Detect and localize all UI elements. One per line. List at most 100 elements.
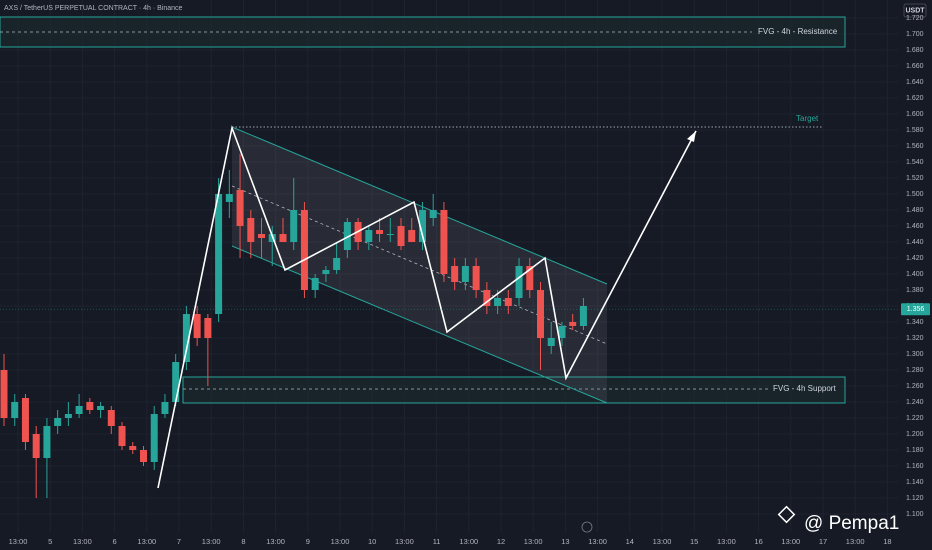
grid [0, 0, 898, 532]
candle-body [97, 406, 105, 410]
y-tick-label: 1.640 [906, 79, 924, 86]
y-tick-label: 1.260 [906, 383, 924, 390]
y-tick-label: 1.300 [906, 351, 924, 358]
candle-body [247, 218, 255, 242]
candle-body [225, 194, 233, 202]
y-tick-label: 1.240 [906, 399, 924, 406]
x-tick-label: 13:00 [524, 537, 543, 546]
candle-body [54, 418, 62, 426]
x-tick-label: 13:00 [781, 537, 800, 546]
candle-body [118, 426, 126, 446]
y-tick-label: 1.420 [906, 255, 924, 262]
currency: USDT [905, 7, 925, 14]
y-tick-label: 1.720 [906, 15, 924, 22]
candle-body [11, 402, 19, 418]
candle-body [0, 370, 8, 418]
candle-body [279, 234, 287, 242]
y-tick-label: 1.160 [906, 463, 924, 470]
y-tick-label: 1.340 [906, 319, 924, 326]
x-tick-label: 11 [433, 537, 441, 546]
candle-body [537, 290, 544, 338]
y-tick-label: 1.660 [906, 63, 924, 70]
last-price-label: 1.356 [907, 306, 925, 313]
x-tick-label: 6 [113, 537, 117, 546]
watermark-text: @ Pempa1 [804, 513, 899, 534]
candle-body [236, 190, 244, 226]
candle-body [311, 278, 319, 290]
projection-path [157, 125, 697, 489]
y-tick-label: 1.200 [906, 431, 924, 438]
candle-body [365, 230, 373, 242]
watermark: @ Pempa1 [777, 505, 899, 534]
candle-body [397, 226, 405, 246]
candle-body [172, 362, 180, 402]
candle-body [451, 266, 459, 282]
x-tick-label: 13:00 [202, 537, 221, 546]
x-tick-label: 13:00 [588, 537, 607, 546]
x-tick-label: 13:00 [846, 537, 865, 546]
candle-body [215, 194, 223, 314]
candle-body [258, 234, 266, 238]
y-tick-label: 1.220 [906, 415, 924, 422]
x-tick-label: 13:00 [9, 537, 28, 546]
x-tick-label: 13:00 [73, 537, 92, 546]
candle-body [290, 210, 298, 242]
candle-body [43, 426, 51, 458]
x-tick-label: 9 [306, 537, 310, 546]
y-tick-label: 1.500 [906, 191, 924, 198]
x-tick-label: 14 [626, 537, 634, 546]
x-tick-label: 18 [883, 537, 891, 546]
candle-body [322, 270, 330, 274]
y-tick-label: 1.600 [906, 111, 924, 118]
y-tick-label: 1.320 [906, 335, 924, 342]
candle-body [300, 210, 308, 290]
x-axis: 13:00 5 13:00 6 13:00 7 13:00 8 13:00 9 13:00 10 13:… [9, 537, 892, 546]
candle-body [204, 318, 212, 338]
x-tick-label: 16 [754, 537, 762, 546]
candle-body [494, 298, 502, 306]
candle-body [139, 450, 147, 462]
x-tick-label: 8 [241, 537, 245, 546]
candle-body [569, 322, 577, 326]
resistance-label: FVG - 4h - Resistance [758, 27, 838, 36]
x-tick-label: 13:00 [459, 537, 478, 546]
candle-body [461, 266, 469, 282]
candle-body [483, 290, 491, 306]
y-tick-label: 1.540 [906, 159, 924, 166]
projection-arrowhead [687, 131, 696, 142]
candle-body [472, 266, 480, 290]
replay-icon [581, 521, 593, 533]
x-tick-label: 13 [561, 537, 569, 546]
support-zone [182, 376, 846, 404]
candle-body [515, 266, 523, 298]
y-tick-label: 1.400 [906, 271, 924, 278]
y-tick-label: 1.620 [906, 95, 924, 102]
candle-body [440, 210, 448, 274]
channel-bottom [231, 245, 608, 404]
x-tick-label: 13:00 [137, 537, 156, 546]
candle-body [418, 210, 426, 242]
x-tick-label: 13:00 [266, 537, 285, 546]
y-tick-label: 1.480 [906, 207, 924, 214]
last-price-box [901, 303, 930, 316]
candle-body [504, 298, 512, 306]
candle-body [193, 314, 201, 338]
candle-body [579, 306, 587, 326]
x-tick-label: 13:00 [331, 537, 350, 546]
chart-header: AXS / TetherUS PERPETUAL CONTRACT · 4h ·… [4, 5, 183, 12]
candle-body [129, 446, 137, 450]
price-axis [898, 0, 932, 550]
x-tick-label: 13:00 [653, 537, 672, 546]
candle-body [21, 398, 29, 442]
y-tick-label: 1.100 [906, 511, 924, 518]
target-label: Target [796, 114, 819, 123]
candle-body [75, 406, 83, 414]
y-tick-label: 1.520 [906, 175, 924, 182]
y-tick-label: 1.180 [906, 447, 924, 454]
y-tick-label: 1.440 [906, 239, 924, 246]
y-tick-label: 1.460 [906, 223, 924, 230]
currency-box [903, 3, 927, 18]
x-tick-label: 7 [177, 537, 181, 546]
